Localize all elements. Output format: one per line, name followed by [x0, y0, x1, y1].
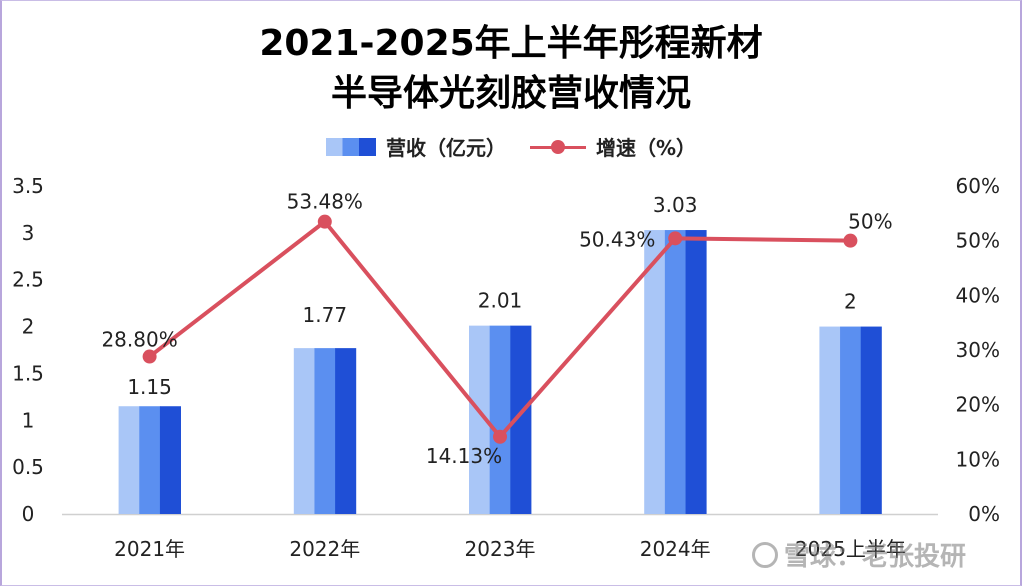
- x-tick-label: 2023年: [465, 537, 536, 561]
- y-right-tick-label: 50%: [956, 229, 1000, 253]
- snowball-logo-icon: [752, 541, 778, 568]
- bar-data-label: 1.15: [127, 375, 172, 399]
- bar-segment: [118, 406, 140, 514]
- bar-segment: [860, 326, 882, 514]
- y-right-tick-label: 0%: [968, 502, 1000, 526]
- bar-segment: [139, 406, 161, 514]
- growth-point: [668, 231, 683, 246]
- x-tick-label: 2021年: [114, 537, 185, 561]
- y-left-tick-label: 1.5: [12, 361, 44, 385]
- bar-segment: [293, 348, 315, 514]
- bar-data-label: 2: [844, 290, 857, 314]
- growth-point: [843, 233, 858, 248]
- bar-segment: [819, 326, 841, 514]
- x-tick-label: 2025上半年: [795, 537, 906, 561]
- legend-item-revenue: 营收（亿元）: [325, 132, 506, 161]
- bar-segment: [510, 325, 532, 514]
- bar-segment: [489, 325, 511, 514]
- y-right-tick-label: 10%: [956, 447, 1000, 471]
- y-left-tick-label: 3.5: [12, 174, 44, 198]
- bar-segment: [840, 326, 862, 514]
- growth-point: [317, 214, 332, 229]
- chart-legend: 营收（亿元） 增速（%）: [0, 132, 1022, 161]
- y-left-tick-label: 0: [22, 502, 35, 526]
- y-left-tick-label: 3: [22, 221, 35, 245]
- growth-point: [493, 429, 507, 444]
- bar-segment: [685, 230, 707, 514]
- bar: [469, 325, 532, 514]
- legend-swatch-bar: [325, 137, 376, 156]
- bar-segment: [159, 406, 181, 514]
- y-left-tick-label: 2.5: [12, 268, 44, 292]
- bar-segment: [644, 230, 666, 514]
- y-left-tick-label: 0.5: [12, 455, 44, 479]
- chart-title-line1: 2021-2025年上半年彤程新材: [259, 23, 763, 64]
- x-tick-label: 2022年: [289, 537, 360, 561]
- bar-segment: [314, 348, 336, 514]
- y-left-tick-label: 2: [22, 315, 35, 339]
- bar: [293, 348, 357, 514]
- bar-segment: [335, 348, 357, 514]
- watermark: 雪球：老张投研: [752, 536, 966, 573]
- growth-data-label: 53.48%: [287, 190, 363, 214]
- bar: [118, 406, 181, 514]
- chart-title-line2: 半导体光刻胶营收情况: [330, 73, 691, 114]
- bar-data-label: 2.01: [478, 289, 523, 313]
- x-tick-label: 2024年: [640, 537, 711, 561]
- y-left-tick-label: 1: [22, 408, 35, 432]
- growth-point: [142, 349, 157, 364]
- y-right-tick-label: 40%: [956, 283, 1000, 307]
- y-right-tick-label: 60%: [956, 174, 1000, 198]
- legend-label-revenue: 营收（亿元）: [385, 136, 506, 160]
- legend-swatch-line: [529, 138, 586, 156]
- bar: [819, 326, 882, 514]
- legend-label-growth: 增速（%）: [595, 136, 697, 160]
- growth-data-label: 28.80%: [101, 328, 177, 352]
- bar-data-label: 1.77: [303, 303, 348, 327]
- bar-data-label: 3.03: [653, 193, 698, 217]
- bar: [644, 230, 707, 514]
- bar-segment: [664, 230, 686, 514]
- bar-segment: [469, 325, 491, 514]
- growth-data-label: 50.43%: [579, 227, 655, 251]
- y-right-tick-label: 20%: [956, 393, 1000, 417]
- growth-data-label: 14.13%: [426, 444, 502, 468]
- growth-data-label: 50%: [848, 210, 892, 234]
- legend-item-growth: 增速（%）: [529, 132, 697, 161]
- watermark-text: 雪球：老张投研: [784, 542, 967, 572]
- y-right-tick-label: 30%: [956, 338, 1000, 362]
